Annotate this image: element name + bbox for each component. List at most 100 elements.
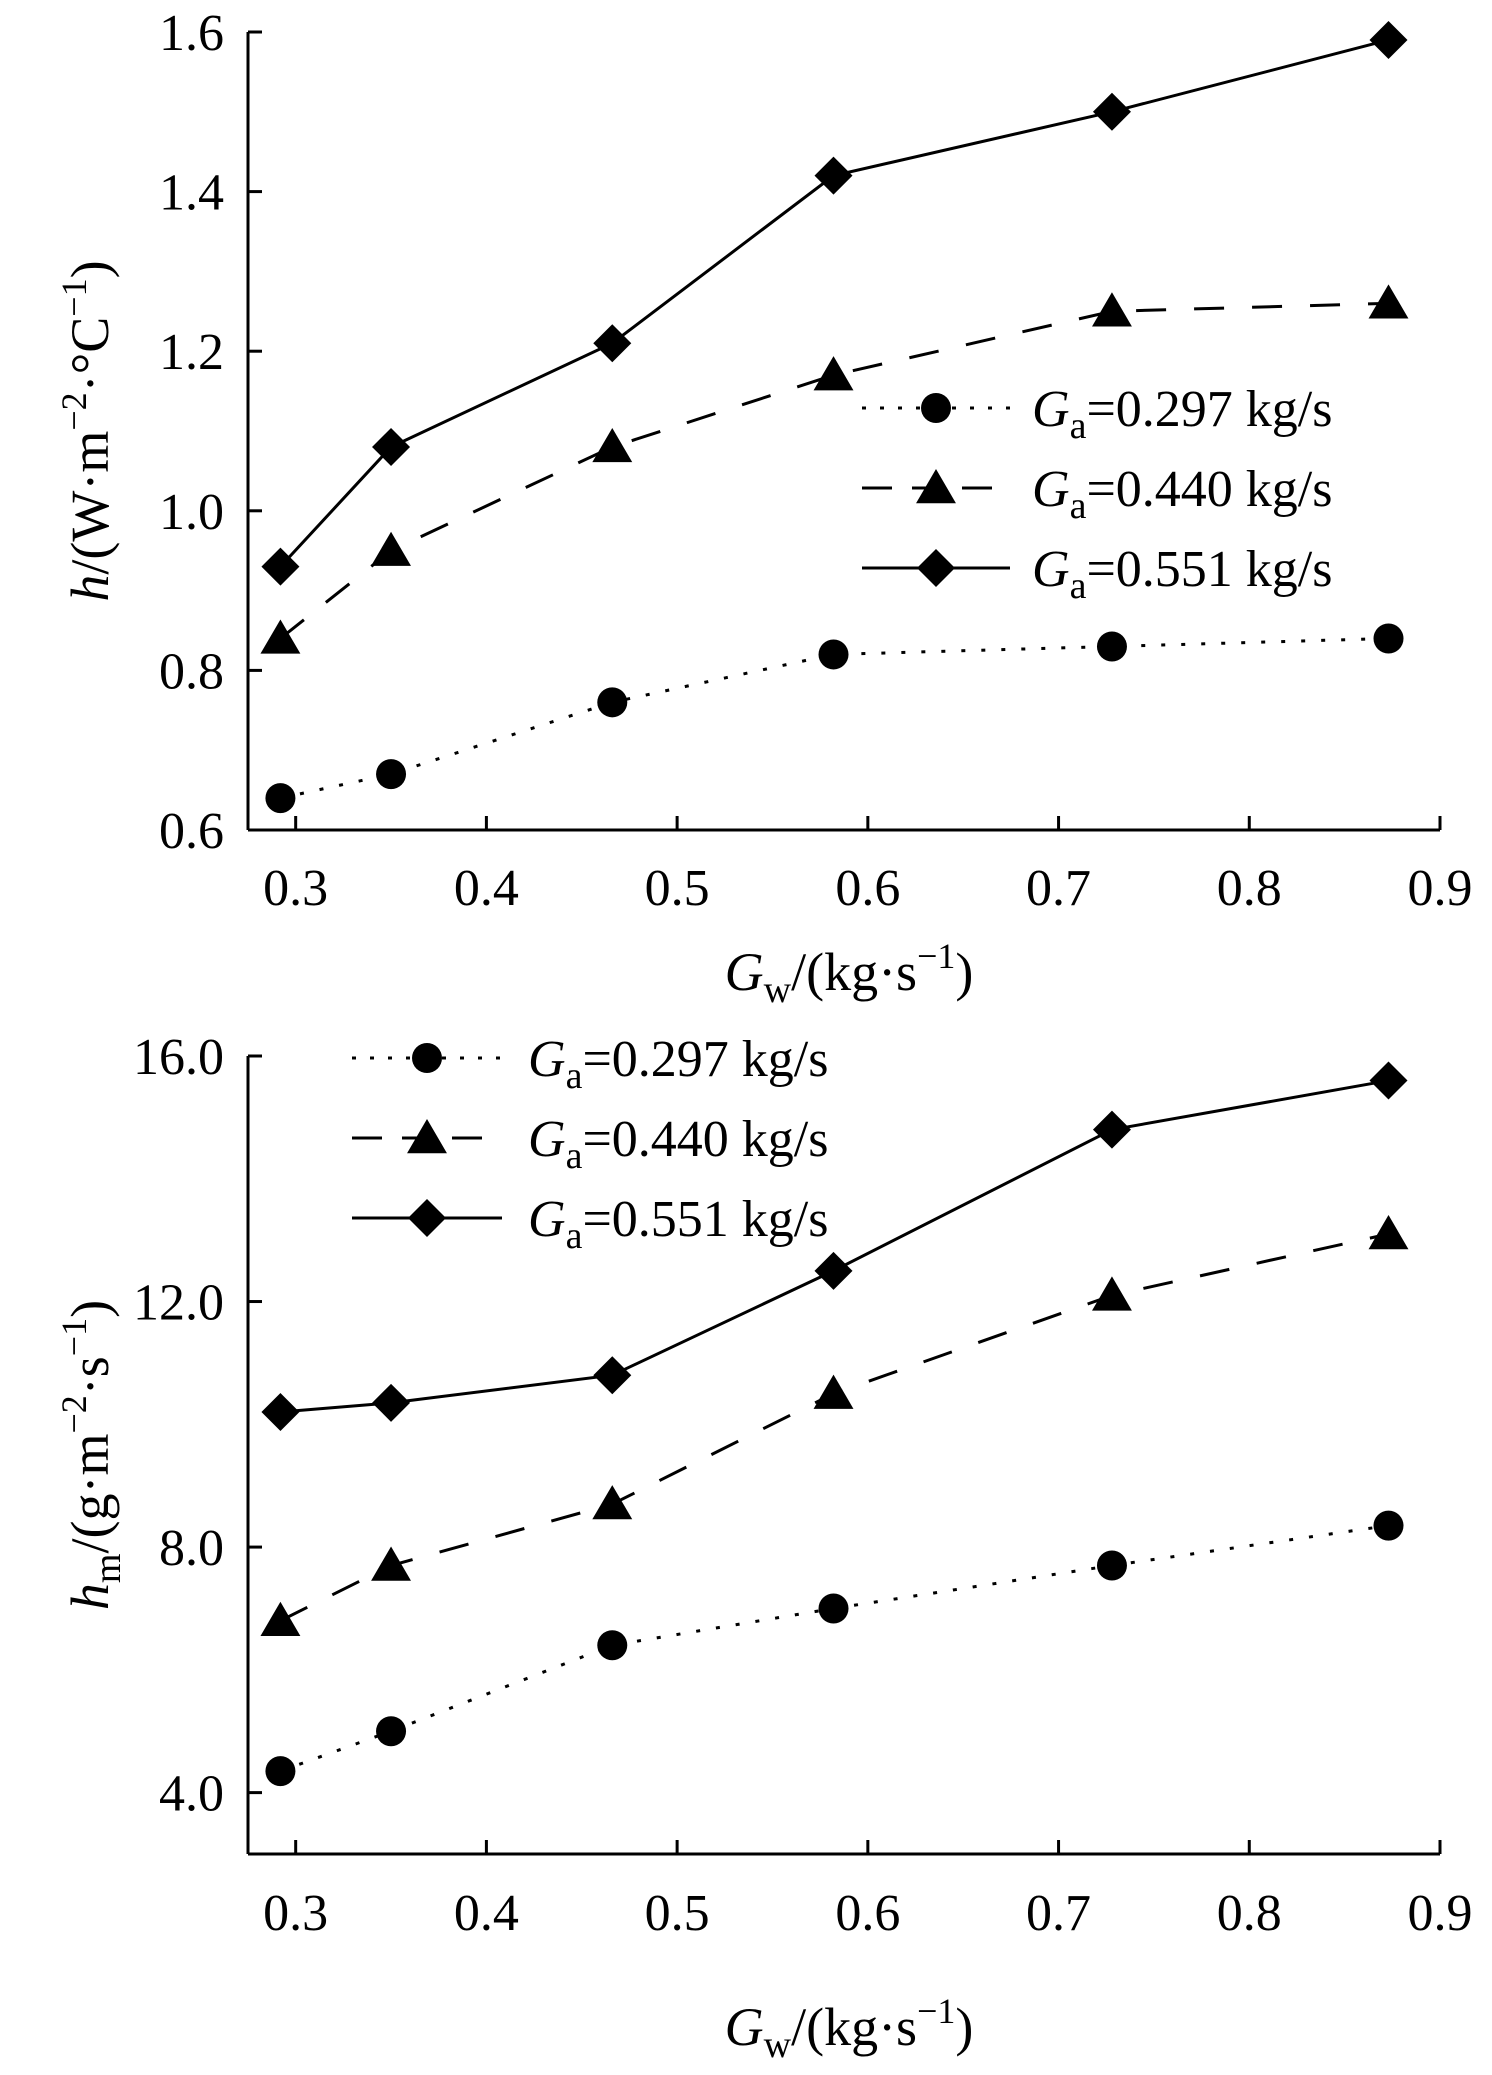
x-axis-label-superscript: −1 xyxy=(917,936,955,976)
data-point-circle xyxy=(597,1630,628,1661)
x-axis-label-unit: /(kg·s xyxy=(791,1997,917,2057)
x-tick-label: 0.6 xyxy=(835,1885,900,1942)
x-tick-label: 0.7 xyxy=(1026,860,1091,917)
x-tick-label: 0.8 xyxy=(1217,860,1282,917)
data-point-triangle xyxy=(1092,1276,1132,1311)
legend-label-subscript: a xyxy=(1070,565,1087,607)
data-point-diamond xyxy=(1369,1061,1408,1100)
y-tick-label: 0.6 xyxy=(159,803,224,860)
legend-entry: Ga=0.440 kg/s xyxy=(352,1111,828,1177)
x-tick-label: 0.9 xyxy=(1408,1885,1473,1942)
data-point-diamond xyxy=(261,1393,300,1432)
data-point-circle xyxy=(376,1716,407,1747)
data-point-circle xyxy=(1373,623,1404,654)
chart-panel-1: 0.3 0.4 0.5 0.6 0.7 0.8 0.9 0.6 0.8 1.0 1.2 1.4 1.6 G… xyxy=(54,5,1473,1011)
legend-entry: Ga=0.297 kg/s xyxy=(352,1031,828,1097)
legend-label-subscript: a xyxy=(566,1055,583,1097)
data-point-triangle xyxy=(592,1485,633,1520)
x-tick-label: 0.3 xyxy=(263,860,328,917)
y-tick-label: 12.0 xyxy=(133,1275,224,1332)
legend-label: Ga=0.297 kg/s xyxy=(1032,381,1332,447)
legend-label: Ga=0.551 kg/s xyxy=(1032,541,1332,607)
y-axis-label-superscript: −1 xyxy=(54,278,94,316)
series-triangle xyxy=(260,1215,1409,1636)
y-axis-label-superscript: −2 xyxy=(54,1395,94,1433)
legend-label: Ga=0.551 kg/s xyxy=(528,1191,828,1257)
data-point-triangle xyxy=(260,619,301,654)
legend-marker xyxy=(916,469,956,504)
legend-label-symbol: G xyxy=(528,1031,566,1088)
series-line-dashed xyxy=(279,1232,1389,1623)
legend-label-value: =0.551 kg/s xyxy=(1086,541,1332,598)
series-diamond xyxy=(261,20,1408,586)
y-axis-label-superscript: −2 xyxy=(54,392,94,430)
x-tick-label: 0.9 xyxy=(1408,860,1473,917)
data-point-diamond xyxy=(261,547,300,586)
data-point-triangle xyxy=(1368,1215,1409,1250)
x-tick-label: 0.5 xyxy=(645,860,710,917)
legend-entry: Ga=0.551 kg/s xyxy=(352,1191,828,1257)
legend-label: Ga=0.440 kg/s xyxy=(528,1111,828,1177)
y-axis-label: hm/(g·m−2·s−1) xyxy=(54,1300,129,1610)
y-axis-label-unit: /(W·m xyxy=(60,431,120,575)
legend-marker xyxy=(408,1199,446,1237)
x-axis-label-superscript: −1 xyxy=(917,1991,955,2031)
chart-panel-2: 0.3 0.4 0.5 0.6 0.7 0.8 0.9 4.0 8.0 12.0 16.0 Gw/(k… xyxy=(54,1029,1473,2066)
y-axis-label-unit: /(g·m xyxy=(60,1434,120,1554)
legend-entry: Ga=0.297 kg/s xyxy=(862,381,1332,447)
series-line-solid xyxy=(280,1079,1389,1414)
y-axis-label-superscript: −1 xyxy=(54,1318,94,1356)
data-point-circle xyxy=(265,1756,296,1787)
x-axis-label-unit: /(kg·s xyxy=(791,942,917,1002)
data-point-diamond xyxy=(1369,20,1408,59)
legend-label-value: =0.297 kg/s xyxy=(582,1031,828,1088)
legend-marker xyxy=(917,549,955,587)
data-point-diamond xyxy=(372,1383,411,1422)
legend-marker xyxy=(407,1119,447,1154)
y-axis-label: h/(W·m−2·°C−1) xyxy=(54,260,120,601)
data-point-diamond xyxy=(814,156,853,195)
y-tick-label: 8.0 xyxy=(159,1520,224,1577)
x-axis-label-close: ) xyxy=(955,1997,973,2057)
legend-label-subscript: a xyxy=(566,1135,583,1177)
y-tick-label: 16.0 xyxy=(133,1029,224,1086)
x-tick-label: 0.7 xyxy=(1026,1885,1091,1942)
y-axis-label-close: ) xyxy=(60,1300,120,1318)
x-tick-label: 0.8 xyxy=(1217,1885,1282,1942)
legend-label: Ga=0.297 kg/s xyxy=(528,1031,828,1097)
x-tick-label: 0.4 xyxy=(454,860,519,917)
legend-label-symbol: G xyxy=(1032,541,1070,598)
legend-label-symbol: G xyxy=(1032,381,1070,438)
legend-label-subscript: a xyxy=(1070,485,1087,527)
data-point-circle xyxy=(818,639,849,670)
legend-label-subscript: a xyxy=(566,1215,583,1257)
x-axis-label-subscript: w xyxy=(764,2024,792,2066)
x-tick-label: 0.4 xyxy=(454,1885,519,1942)
data-point-diamond xyxy=(1092,92,1131,131)
data-point-circle xyxy=(597,687,628,718)
legend-label-value: =0.440 kg/s xyxy=(1086,461,1332,518)
series-circle xyxy=(265,623,1404,814)
data-point-triangle xyxy=(1092,292,1132,327)
data-point-circle xyxy=(1373,1510,1404,1541)
data-point-triangle xyxy=(371,531,411,566)
data-point-triangle xyxy=(1368,284,1409,319)
data-point-circle xyxy=(376,759,407,790)
series-triangle xyxy=(260,284,1409,654)
legend-label-symbol: G xyxy=(1032,461,1070,518)
legend-label-symbol: G xyxy=(528,1191,566,1248)
y-tick-label: 1.4 xyxy=(159,165,224,222)
y-axis-label-symbol: h xyxy=(60,575,120,602)
legend-label-value: =0.551 kg/s xyxy=(582,1191,828,1248)
data-point-triangle xyxy=(260,1601,301,1636)
data-point-diamond xyxy=(372,427,411,466)
x-tick-label: 0.3 xyxy=(263,1885,328,1942)
x-axis-label-close: ) xyxy=(955,942,973,1002)
x-axis-label: Gw/(kg·s−1) xyxy=(725,936,974,1011)
legend-marker xyxy=(412,1043,442,1073)
series-line-solid xyxy=(279,38,1389,568)
legend-label-value: =0.297 kg/s xyxy=(1086,381,1332,438)
data-point-triangle xyxy=(813,356,854,391)
x-axis-label-subscript: w xyxy=(764,969,792,1011)
